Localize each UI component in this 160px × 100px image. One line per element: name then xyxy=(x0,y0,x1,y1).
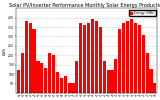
Bar xyxy=(110,70,114,93)
Bar xyxy=(146,53,149,93)
Bar xyxy=(72,83,75,93)
Bar xyxy=(52,55,55,93)
Bar xyxy=(36,61,40,93)
Bar xyxy=(60,78,63,93)
Bar xyxy=(153,83,156,93)
Bar xyxy=(40,63,43,93)
Bar xyxy=(68,83,71,93)
Bar xyxy=(25,21,28,93)
Bar xyxy=(149,69,152,93)
Bar xyxy=(103,61,106,93)
Bar xyxy=(138,25,141,93)
Bar xyxy=(21,53,24,93)
Bar xyxy=(95,21,98,93)
Bar xyxy=(114,59,117,93)
Bar xyxy=(29,23,32,93)
Bar xyxy=(17,70,20,93)
Bar xyxy=(32,29,36,93)
Bar xyxy=(118,29,121,93)
Bar xyxy=(126,21,129,93)
Bar xyxy=(134,23,137,93)
Title: Solar PV/Inverter Performance Monthly Solar Energy Production: Solar PV/Inverter Performance Monthly So… xyxy=(8,3,160,8)
Bar xyxy=(44,68,47,93)
Bar xyxy=(79,23,82,93)
Bar xyxy=(130,20,133,93)
Bar xyxy=(87,23,90,93)
Legend: Energy (kWh): Energy (kWh) xyxy=(129,10,156,16)
Bar xyxy=(142,34,145,93)
Bar xyxy=(91,20,94,93)
Bar xyxy=(64,76,67,93)
Bar xyxy=(107,70,110,93)
Bar xyxy=(99,27,102,93)
Bar xyxy=(48,53,51,93)
Bar xyxy=(122,23,125,93)
Bar xyxy=(83,25,86,93)
Bar xyxy=(75,61,79,93)
Bar xyxy=(56,72,59,93)
Y-axis label: kWh: kWh xyxy=(3,47,7,54)
